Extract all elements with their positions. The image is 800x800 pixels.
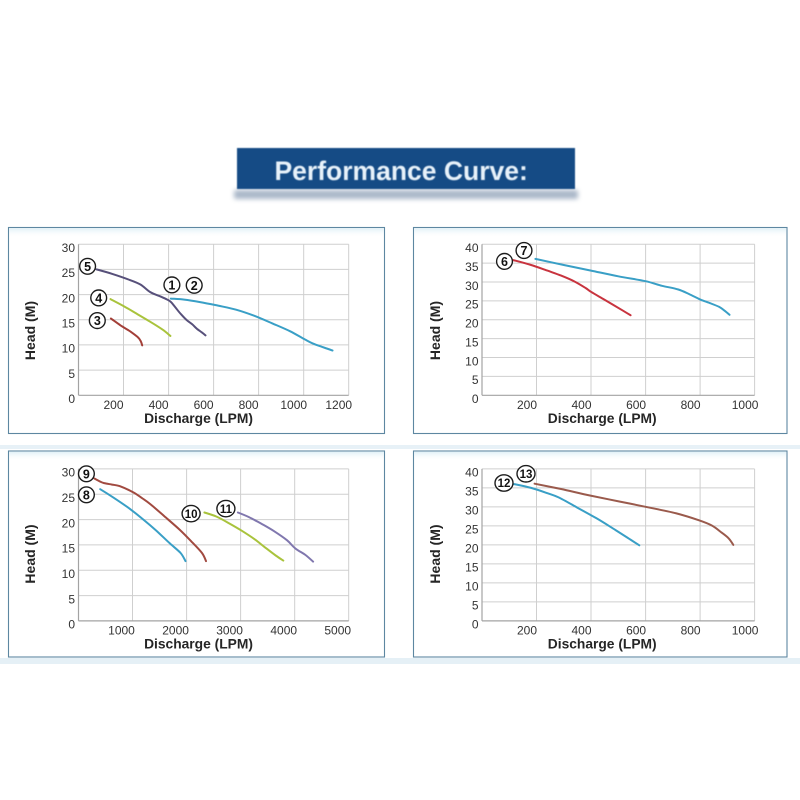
svg-text:13: 13 xyxy=(520,469,533,481)
svg-text:200: 200 xyxy=(517,623,537,637)
svg-text:7: 7 xyxy=(521,244,528,258)
svg-text:20: 20 xyxy=(62,291,76,305)
svg-text:1000: 1000 xyxy=(280,398,307,412)
svg-text:1000: 1000 xyxy=(732,623,759,637)
svg-text:400: 400 xyxy=(149,398,169,412)
svg-text:11: 11 xyxy=(220,504,233,516)
svg-text:800: 800 xyxy=(239,398,259,412)
svg-text:25: 25 xyxy=(62,266,76,280)
svg-text:20: 20 xyxy=(465,317,479,331)
svg-text:20: 20 xyxy=(465,542,479,556)
svg-text:20: 20 xyxy=(62,516,76,530)
svg-text:10: 10 xyxy=(465,354,479,368)
svg-text:15: 15 xyxy=(62,542,76,556)
svg-text:5: 5 xyxy=(472,373,479,387)
svg-text:5: 5 xyxy=(68,367,75,381)
svg-text:600: 600 xyxy=(626,623,646,637)
svg-text:0: 0 xyxy=(68,392,75,406)
svg-text:30: 30 xyxy=(465,504,479,518)
svg-text:30: 30 xyxy=(62,466,76,480)
svg-text:4: 4 xyxy=(95,291,102,305)
svg-text:10: 10 xyxy=(62,342,76,356)
svg-text:15: 15 xyxy=(465,561,479,575)
svg-text:Head (M): Head (M) xyxy=(22,301,38,360)
svg-text:0: 0 xyxy=(472,392,479,406)
svg-text:35: 35 xyxy=(465,260,479,274)
svg-text:10: 10 xyxy=(62,567,76,581)
svg-text:5: 5 xyxy=(68,592,75,606)
svg-text:600: 600 xyxy=(194,398,214,412)
svg-text:Discharge (LPM): Discharge (LPM) xyxy=(144,411,253,426)
svg-text:9: 9 xyxy=(83,467,90,481)
svg-text:5: 5 xyxy=(472,599,479,613)
svg-text:200: 200 xyxy=(103,398,123,412)
svg-text:1000: 1000 xyxy=(732,398,759,412)
svg-text:1: 1 xyxy=(168,278,175,292)
svg-text:2: 2 xyxy=(191,279,198,293)
svg-text:1200: 1200 xyxy=(325,398,352,412)
svg-text:5: 5 xyxy=(84,260,91,274)
svg-text:200: 200 xyxy=(517,398,537,412)
svg-text:15: 15 xyxy=(62,317,76,331)
svg-text:6: 6 xyxy=(501,255,508,269)
svg-text:Head (M): Head (M) xyxy=(427,524,443,583)
svg-text:600: 600 xyxy=(626,398,646,412)
svg-text:Discharge (LPM): Discharge (LPM) xyxy=(548,411,657,426)
svg-text:800: 800 xyxy=(681,398,701,412)
svg-text:Head (M): Head (M) xyxy=(22,524,38,583)
svg-text:1000: 1000 xyxy=(108,623,135,637)
svg-text:Discharge (LPM): Discharge (LPM) xyxy=(548,636,657,651)
svg-text:25: 25 xyxy=(62,491,76,505)
svg-text:Discharge (LPM): Discharge (LPM) xyxy=(144,636,253,651)
svg-text:12: 12 xyxy=(498,478,511,490)
svg-text:10: 10 xyxy=(465,580,479,594)
svg-text:800: 800 xyxy=(681,623,701,637)
svg-text:Head (M): Head (M) xyxy=(427,301,443,360)
svg-text:30: 30 xyxy=(465,279,479,293)
svg-text:15: 15 xyxy=(465,335,479,349)
svg-text:3000: 3000 xyxy=(216,623,243,637)
svg-text:10: 10 xyxy=(185,509,198,521)
svg-text:400: 400 xyxy=(571,623,591,637)
svg-text:8: 8 xyxy=(83,488,90,502)
svg-text:3: 3 xyxy=(94,314,101,328)
svg-text:4000: 4000 xyxy=(270,623,297,637)
svg-text:400: 400 xyxy=(571,398,591,412)
svg-text:25: 25 xyxy=(465,298,479,312)
svg-text:25: 25 xyxy=(465,523,479,537)
svg-text:0: 0 xyxy=(68,618,75,632)
svg-text:40: 40 xyxy=(465,241,479,255)
svg-text:2000: 2000 xyxy=(162,623,189,637)
svg-text:40: 40 xyxy=(465,466,479,480)
svg-text:5000: 5000 xyxy=(324,623,351,637)
svg-text:35: 35 xyxy=(465,485,479,499)
svg-text:0: 0 xyxy=(472,618,479,632)
svg-text:30: 30 xyxy=(62,241,76,255)
